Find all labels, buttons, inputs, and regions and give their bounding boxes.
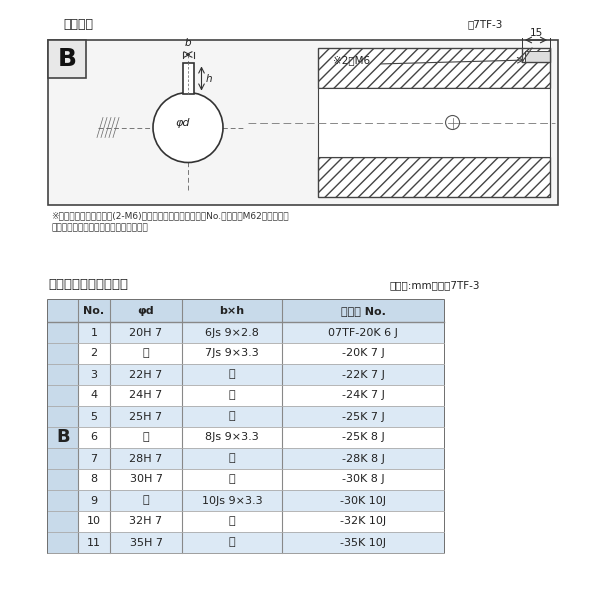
Text: 28H 7: 28H 7 <box>130 454 163 463</box>
Bar <box>318 88 550 157</box>
Bar <box>78 406 444 427</box>
Text: 1: 1 <box>91 328 97 337</box>
Bar <box>78 343 444 364</box>
Bar <box>48 300 444 322</box>
Text: ※セットボルト用タップ(2-M6)が必要な場合は右記コードNo.の末尾にM62を付ける。: ※セットボルト用タップ(2-M6)が必要な場合は右記コードNo.の末尾にM62を… <box>51 211 289 220</box>
Bar <box>78 427 444 448</box>
Bar <box>525 51 550 62</box>
Text: -20K 7 J: -20K 7 J <box>341 349 385 358</box>
Text: ※2－M6: ※2－M6 <box>333 55 370 65</box>
Text: 25H 7: 25H 7 <box>130 412 163 421</box>
Text: 〃: 〃 <box>229 517 235 527</box>
Text: 32H 7: 32H 7 <box>130 517 163 527</box>
Text: 30H 7: 30H 7 <box>130 475 163 485</box>
Text: 7Js 9×3.3: 7Js 9×3.3 <box>205 349 259 358</box>
Bar <box>78 385 444 406</box>
Text: 〃: 〃 <box>229 370 235 379</box>
Text: B: B <box>58 47 77 71</box>
Bar <box>78 469 444 490</box>
Text: b×h: b×h <box>220 306 245 316</box>
Text: 〃: 〃 <box>229 454 235 463</box>
Bar <box>48 300 444 553</box>
Circle shape <box>446 115 460 130</box>
Text: -25K 8 J: -25K 8 J <box>341 433 385 443</box>
Text: -28K 8 J: -28K 8 J <box>341 454 385 463</box>
Text: 〃: 〃 <box>143 349 149 358</box>
Text: φd: φd <box>176 118 190 128</box>
Bar <box>78 511 444 532</box>
Text: 07TF-20K 6 J: 07TF-20K 6 J <box>328 328 398 337</box>
Text: 6: 6 <box>91 433 97 443</box>
Bar <box>48 40 86 78</box>
Text: 〃: 〃 <box>143 496 149 505</box>
Text: -30K 10J: -30K 10J <box>340 496 386 505</box>
Text: 6Js 9×2.8: 6Js 9×2.8 <box>205 328 259 337</box>
Bar <box>318 157 550 197</box>
Text: -22K 7 J: -22K 7 J <box>341 370 385 379</box>
Circle shape <box>153 92 223 163</box>
Text: コード No.: コード No. <box>341 306 385 316</box>
Bar <box>78 364 444 385</box>
Bar <box>78 322 444 343</box>
Text: 2: 2 <box>91 349 98 358</box>
Text: -24K 7 J: -24K 7 J <box>341 391 385 401</box>
Text: No.: No. <box>83 306 104 316</box>
Text: 11: 11 <box>87 538 101 547</box>
Bar <box>78 448 444 469</box>
Text: 35H 7: 35H 7 <box>130 538 163 547</box>
Bar <box>48 300 78 553</box>
Text: 〃: 〃 <box>229 412 235 421</box>
Text: 7: 7 <box>91 454 98 463</box>
Bar <box>48 40 558 205</box>
Bar <box>182 62 193 94</box>
Bar <box>78 532 444 553</box>
Text: 22H 7: 22H 7 <box>130 370 163 379</box>
Text: 8: 8 <box>91 475 98 485</box>
Bar <box>78 490 444 511</box>
Bar <box>318 48 550 88</box>
Text: 10Js 9×3.3: 10Js 9×3.3 <box>202 496 262 505</box>
Text: 9: 9 <box>91 496 98 505</box>
Text: -35K 10J: -35K 10J <box>340 538 386 547</box>
Text: 20H 7: 20H 7 <box>130 328 163 337</box>
Text: 〃: 〃 <box>229 538 235 547</box>
Text: （セットボルトは付属されています。）: （セットボルトは付属されています。） <box>51 223 148 232</box>
Text: 〃: 〃 <box>229 391 235 401</box>
Text: 24H 7: 24H 7 <box>130 391 163 401</box>
Text: 〃: 〃 <box>143 433 149 443</box>
Text: h: h <box>205 73 212 83</box>
Text: 15: 15 <box>529 28 542 38</box>
Text: （単位:mm）　表7TF-3: （単位:mm） 表7TF-3 <box>390 280 481 290</box>
Text: 8Js 9×3.3: 8Js 9×3.3 <box>205 433 259 443</box>
Text: 〃: 〃 <box>229 475 235 485</box>
Text: 3: 3 <box>91 370 97 379</box>
Text: 図7TF-3: 図7TF-3 <box>468 19 503 29</box>
Text: 4: 4 <box>91 391 98 401</box>
Text: b: b <box>185 37 191 47</box>
Text: -30K 8 J: -30K 8 J <box>341 475 385 485</box>
Text: -25K 7 J: -25K 7 J <box>341 412 385 421</box>
Text: 10: 10 <box>87 517 101 527</box>
Text: 軸穴形状コード一覧表: 軸穴形状コード一覧表 <box>48 278 128 292</box>
Text: -32K 10J: -32K 10J <box>340 517 386 527</box>
Text: 軸穴形状: 軸穴形状 <box>63 17 93 31</box>
Text: φd: φd <box>137 306 154 316</box>
Text: B: B <box>56 428 70 446</box>
Text: 5: 5 <box>91 412 97 421</box>
